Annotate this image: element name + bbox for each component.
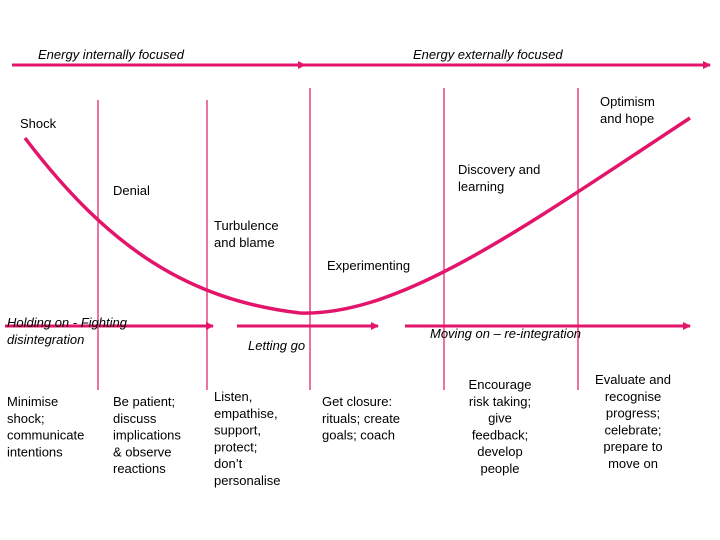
action-text: personalise	[214, 473, 281, 488]
curve-label: Denial	[113, 183, 150, 198]
action-text: rituals; create	[322, 411, 400, 426]
action-text: Evaluate and	[595, 372, 671, 387]
curve-label: and blame	[214, 235, 275, 250]
action-text: recognise	[605, 389, 661, 404]
action-text: develop	[477, 444, 523, 459]
action-text: implications	[113, 428, 181, 443]
curve-label: Shock	[20, 116, 57, 131]
stage-label: disintegration	[7, 332, 84, 347]
phase-label: Energy internally focused	[38, 47, 185, 62]
action-text: discuss	[113, 411, 157, 426]
action-text: shock;	[7, 411, 45, 426]
action-text: feedback;	[472, 427, 528, 442]
action-text: prepare to	[603, 439, 662, 454]
action-text: don’t	[214, 456, 243, 471]
action-text: move on	[608, 456, 658, 471]
action-text: Be patient;	[113, 394, 175, 409]
stage-label: Holding on - Fighting	[7, 315, 128, 330]
action-text: communicate	[7, 428, 84, 443]
action-text: support,	[214, 423, 261, 438]
action-text: progress;	[606, 406, 660, 421]
action-text: reactions	[113, 461, 166, 476]
action-text: risk taking;	[469, 394, 531, 409]
action-text: protect;	[214, 439, 257, 454]
curve-label: and hope	[600, 111, 654, 126]
action-text: & observe	[113, 444, 172, 459]
action-text: Encourage	[469, 377, 532, 392]
change-curve	[23, 116, 691, 315]
curve-label: Optimism	[600, 94, 655, 109]
action-text: Get closure:	[322, 394, 392, 409]
stage-label: Moving on – re-integration	[430, 326, 581, 341]
action-text: people	[480, 461, 519, 476]
action-text: celebrate;	[604, 422, 661, 437]
action-text: give	[488, 411, 512, 426]
action-text: Listen,	[214, 389, 252, 404]
stage-label: Letting go	[248, 338, 305, 353]
curve-label: Discovery and	[458, 162, 540, 177]
curve-label: Turbulence	[214, 218, 279, 233]
action-text: intentions	[7, 444, 63, 459]
phase-label: Energy externally focused	[413, 47, 563, 62]
curve-label: Experimenting	[327, 258, 410, 273]
action-text: Minimise	[7, 394, 58, 409]
curve-label: learning	[458, 179, 504, 194]
action-text: empathise,	[214, 406, 278, 421]
action-text: goals; coach	[322, 428, 395, 443]
dividers	[97, 88, 579, 390]
